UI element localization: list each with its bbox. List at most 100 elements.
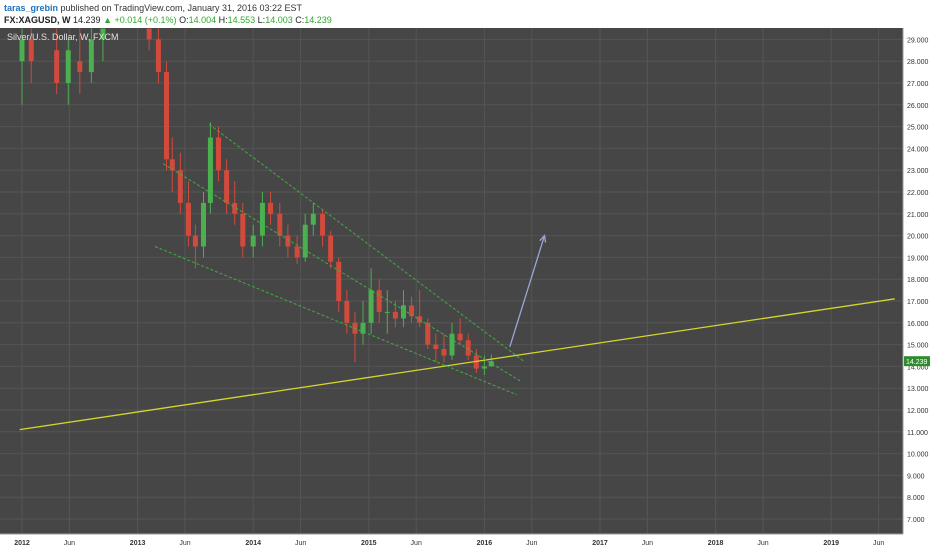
time-tick-label: Jun xyxy=(526,540,537,547)
time-tick-label: 2015 xyxy=(361,540,377,547)
price-tick-label: 24.000 xyxy=(907,146,929,153)
symbol-info: FX:XAGUSD, W 14.239 ▲ +0.014 (+0.1%) O:1… xyxy=(4,15,332,25)
candle-body xyxy=(19,39,25,62)
candle-body xyxy=(259,202,265,236)
close-label: C: xyxy=(295,15,305,25)
candle xyxy=(409,296,415,323)
candle xyxy=(250,224,256,258)
candle-body xyxy=(240,213,246,247)
price-tick-label: 18.000 xyxy=(907,277,929,284)
time-tick-label: Jun xyxy=(64,540,75,547)
candle-body xyxy=(164,72,169,160)
price-tick-label: 25.000 xyxy=(907,125,929,132)
candle-body xyxy=(207,137,213,203)
price-tick-label: 20.000 xyxy=(907,234,929,241)
candle-body xyxy=(285,235,291,247)
price-tick-label: 17.000 xyxy=(907,299,929,306)
candle xyxy=(384,290,390,334)
candle xyxy=(294,235,300,264)
author-link[interactable]: taras_grebin xyxy=(4,3,59,13)
candle xyxy=(88,28,94,83)
candle-body xyxy=(232,202,238,214)
candle xyxy=(360,301,366,345)
candle-body xyxy=(185,202,191,236)
candle-body xyxy=(336,261,342,301)
time-tick-label: 2019 xyxy=(823,540,839,547)
high-value: 14.553 xyxy=(227,15,256,25)
candle xyxy=(232,181,238,225)
time-tick-label: 2017 xyxy=(592,540,608,547)
low-value: 14.003 xyxy=(265,15,293,25)
candle-body xyxy=(449,333,455,356)
candle xyxy=(376,279,382,323)
candle xyxy=(200,192,206,258)
time-tick-label: Jun xyxy=(411,540,422,547)
candle xyxy=(277,202,283,247)
candle xyxy=(155,28,161,83)
candle xyxy=(441,333,447,363)
candle-body xyxy=(28,39,34,62)
chart-area[interactable]: Silver/U.S. Dollar, W, FXCM 7.000 8.000 9.… xyxy=(0,28,932,550)
candle xyxy=(488,354,494,367)
high-label: H: xyxy=(218,15,228,25)
candle-body xyxy=(433,344,439,349)
candle xyxy=(164,61,169,171)
support-trendline[interactable] xyxy=(19,298,895,431)
candle-body xyxy=(360,322,366,334)
price-tick-label: 29.000 xyxy=(907,37,929,44)
channel-lower-line[interactable] xyxy=(154,246,517,396)
candle xyxy=(177,152,183,214)
candle-body xyxy=(473,355,479,369)
candle-body xyxy=(100,28,106,40)
price-axis[interactable] xyxy=(903,28,932,550)
candle-body xyxy=(457,333,463,341)
candle xyxy=(268,192,274,225)
price-tick-label: 12.000 xyxy=(907,408,929,415)
candle xyxy=(425,318,431,349)
candle xyxy=(285,224,291,258)
candle-body xyxy=(384,311,390,313)
time-tick-label: 2013 xyxy=(130,540,146,547)
open-label: O: xyxy=(179,15,189,25)
chart-header: taras_grebin published on TradingView.co… xyxy=(0,0,932,28)
candle xyxy=(192,224,198,269)
price-tick-label: 28.000 xyxy=(907,59,929,66)
candle-body xyxy=(268,202,274,214)
published-text: published on TradingView.com, January 31… xyxy=(60,3,303,13)
candle-body xyxy=(192,235,198,247)
candle-body xyxy=(328,235,334,262)
close-value: 14.239 xyxy=(304,15,332,25)
candle-body xyxy=(302,224,308,258)
forecast-arrow-line[interactable] xyxy=(509,235,546,347)
candle xyxy=(368,268,374,334)
price-tick-label: 19.000 xyxy=(907,255,929,262)
forecast-arrowhead-icon xyxy=(539,234,547,243)
price-chart[interactable]: Silver/U.S. Dollar, W, FXCM 7.000 8.000 9.… xyxy=(0,28,932,550)
price-tick-label: 15.000 xyxy=(907,343,929,350)
candle-body xyxy=(425,322,431,345)
candle-body xyxy=(294,246,300,258)
candle-body xyxy=(54,50,60,83)
candle-body xyxy=(481,366,487,369)
candle-body xyxy=(344,301,350,323)
price-tick-label: 26.000 xyxy=(907,103,929,110)
time-axis[interactable] xyxy=(0,534,903,550)
candle xyxy=(328,231,334,269)
time-tick-label: 2014 xyxy=(245,540,261,547)
time-tick-label: Jun xyxy=(873,540,884,547)
candle-body xyxy=(250,235,256,247)
price-tick-label: 13.000 xyxy=(907,386,929,393)
candle-body xyxy=(376,290,382,312)
candle xyxy=(146,28,152,51)
candle xyxy=(169,137,175,192)
time-tick-label: Jun xyxy=(757,540,768,547)
candle xyxy=(19,28,25,105)
candle xyxy=(224,159,230,214)
candle-body xyxy=(65,50,71,83)
channel-upper-line[interactable] xyxy=(208,124,526,363)
candle-body xyxy=(400,305,406,319)
candle xyxy=(449,322,455,360)
candle-body xyxy=(224,170,230,203)
low-label: L: xyxy=(257,15,266,25)
price-tick-label: 10.000 xyxy=(907,452,929,459)
